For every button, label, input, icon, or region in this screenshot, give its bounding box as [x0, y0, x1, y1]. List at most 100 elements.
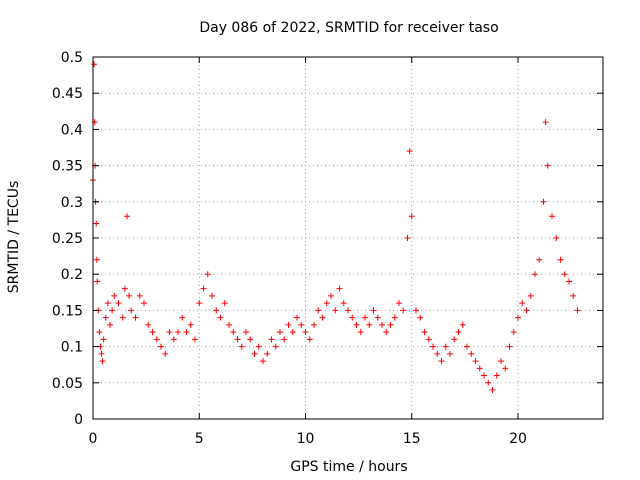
data-point [187, 321, 194, 328]
data-point [104, 300, 111, 307]
axis-ticks [92, 56, 603, 420]
y-tick-label: 0 [74, 412, 83, 428]
data-point [204, 271, 211, 278]
data-point [489, 387, 496, 394]
data-point [243, 329, 249, 336]
data-point [111, 292, 118, 299]
data-point [93, 220, 100, 227]
data-point [553, 235, 560, 241]
data-point [523, 307, 530, 314]
data-point [230, 329, 237, 336]
data-point [396, 300, 402, 307]
chart-title: Day 086 of 2022, SRMTID for receiver tas… [199, 20, 498, 36]
y-tick-label: 0.25 [52, 231, 83, 247]
y-tick-label: 0.45 [52, 86, 83, 102]
data-point [255, 343, 262, 350]
data-point [332, 307, 339, 314]
data-point [132, 314, 139, 321]
data-point [481, 372, 487, 379]
data-point [272, 343, 279, 350]
y-tick-label: 0.1 [61, 340, 83, 356]
data-point [99, 358, 106, 365]
data-point [519, 300, 526, 307]
y-tick-label: 0.5 [61, 50, 83, 66]
data-point [544, 162, 551, 169]
data-point [226, 321, 232, 328]
data-point [387, 321, 394, 328]
data-points [90, 61, 581, 394]
data-point [340, 300, 347, 307]
data-point [542, 119, 549, 126]
data-point [196, 300, 203, 307]
data-point [451, 336, 458, 343]
data-point [234, 336, 241, 343]
data-point [102, 314, 109, 321]
data-point [238, 343, 245, 350]
data-point [192, 336, 198, 343]
data-point [336, 285, 343, 292]
data-point [100, 336, 107, 343]
data-point [94, 278, 101, 285]
data-point [379, 321, 385, 328]
data-point [124, 213, 130, 220]
data-point [260, 358, 266, 365]
data-point [502, 365, 509, 372]
y-tick-labels: 0 0.05 0.1 0.15 0.2 0.25 0.3 0.35 0.4 0.45 0.5 [52, 50, 83, 428]
data-point [549, 213, 555, 220]
data-point [357, 329, 364, 336]
data-point [425, 336, 432, 343]
data-point [121, 285, 128, 292]
data-point [438, 358, 445, 365]
data-point [183, 329, 190, 336]
data-point [221, 300, 228, 307]
data-point [298, 321, 305, 328]
data-point [506, 343, 513, 350]
y-tick-label: 0.35 [52, 159, 83, 175]
data-point [349, 314, 356, 321]
data-point [277, 329, 283, 336]
data-point [217, 314, 224, 321]
data-point [536, 256, 543, 263]
data-point [391, 314, 398, 321]
x-tick-label: 15 [403, 431, 421, 447]
data-point [162, 350, 169, 357]
data-point [179, 314, 186, 321]
data-point [527, 292, 534, 299]
data-point [209, 292, 215, 299]
x-tick-label: 5 [195, 431, 204, 447]
data-point [281, 336, 288, 343]
data-point [566, 278, 572, 285]
y-tick-label: 0.3 [61, 195, 83, 211]
data-point [302, 329, 309, 336]
y-tick-label: 0.2 [61, 267, 83, 283]
data-point [464, 343, 470, 350]
y-tick-label: 0.4 [61, 122, 83, 138]
data-point [315, 307, 322, 314]
data-point [442, 343, 449, 350]
data-point [430, 343, 436, 350]
data-point [93, 256, 100, 263]
data-point [115, 300, 122, 307]
data-point [561, 271, 568, 278]
data-point [498, 358, 504, 365]
data-point [158, 343, 164, 350]
data-point [294, 314, 300, 321]
y-tick-label: 0.05 [52, 376, 83, 392]
y-axis-label: SRMTID / TECUs [6, 181, 22, 294]
x-axis-label: GPS time / hours [290, 459, 407, 475]
data-point [557, 256, 564, 263]
data-point [166, 329, 173, 336]
data-point [251, 350, 258, 357]
data-point [404, 235, 411, 241]
data-point [136, 292, 143, 299]
data-point [540, 198, 547, 205]
x-tick-label: 0 [89, 431, 98, 447]
data-point [353, 321, 360, 328]
data-point [370, 307, 377, 314]
data-point [145, 321, 152, 328]
grid [93, 57, 603, 419]
data-point [366, 321, 373, 328]
x-tick-label: 20 [509, 431, 527, 447]
data-point [264, 350, 271, 357]
